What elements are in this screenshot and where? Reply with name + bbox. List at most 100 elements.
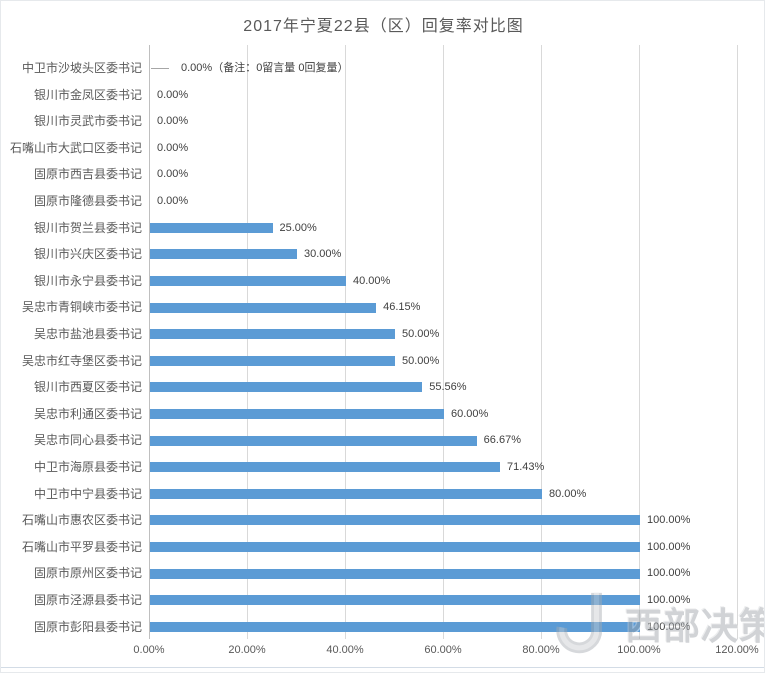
- category-label: 固原市彭阳县委书记: [33, 619, 142, 634]
- chart-row: 银川市兴庆区委书记 30.00%: [1, 241, 764, 268]
- category-label: 吴忠市同心县委书记: [33, 433, 142, 448]
- bar: [150, 302, 377, 313]
- chart-row: 中卫市沙坡头区委书记 0.00%（备注：0留言量 0回复量）: [1, 55, 764, 82]
- value-label: 25.00%: [279, 221, 317, 234]
- chart-row: 固原市西吉县委书记 0.00%: [1, 161, 764, 188]
- category-label: 吴忠市利通区委书记: [33, 406, 142, 421]
- label-leader-line: [151, 68, 169, 70]
- gridline: [737, 45, 738, 639]
- value-label: 80.00%: [549, 487, 587, 500]
- x-axis-tick-label: 100.00%: [617, 644, 661, 656]
- chart-row: 固原市泾源县委书记 100.00%: [1, 587, 764, 614]
- gridline: [541, 45, 542, 639]
- value-label: 50.00%: [402, 328, 440, 340]
- category-label: 石嘴山市惠农区委书记: [21, 513, 142, 528]
- value-label: 55.56%: [429, 381, 467, 394]
- category-label: 银川市西夏区委书记: [33, 380, 142, 395]
- x-axis-tick-label: 40.00%: [326, 644, 364, 656]
- gridline: [345, 45, 346, 639]
- x-axis-tick-label: 80.00%: [522, 644, 560, 656]
- chart-title: 2017年宁夏22县（区）回复率对比图: [243, 18, 524, 35]
- value-label: 100.00%: [647, 540, 691, 553]
- category-label: 银川市永宁县委书记: [33, 273, 142, 288]
- value-label: 0.00%: [157, 168, 189, 181]
- category-label: 中卫市中宁县委书记: [33, 486, 142, 501]
- bar: [150, 329, 395, 340]
- value-label: 40.00%: [353, 274, 391, 287]
- bar: [150, 409, 444, 420]
- value-label: 100.00%: [647, 594, 691, 606]
- x-axis-tick-label: 20.00%: [228, 644, 266, 656]
- bar: [150, 435, 477, 446]
- chart-row: 银川市永宁县委书记 40.00%: [1, 268, 764, 295]
- chart-row: 银川市西夏区委书记 55.56%: [1, 374, 764, 401]
- category-label: 固原市原州区委书记: [33, 566, 142, 581]
- gridline: [247, 45, 248, 639]
- gridline: [443, 45, 444, 639]
- chart-row: 吴忠市红寺堡区委书记 50.00%: [1, 348, 764, 375]
- chart-row: 固原市原州区委书记 100.00%: [1, 560, 764, 587]
- value-label: 66.67%: [483, 434, 521, 447]
- category-label: 银川市金凤区委书记: [33, 87, 142, 102]
- bottom-divider: [1, 667, 764, 668]
- category-label: 银川市贺兰县委书记: [33, 220, 142, 235]
- value-label: 100.00%: [647, 514, 691, 527]
- value-label: 60.00%: [451, 407, 489, 420]
- x-axis-tick-label: 120.00%: [715, 644, 759, 656]
- category-label: 中卫市海原县委书记: [33, 460, 142, 474]
- value-label: 0.00%: [157, 141, 189, 154]
- category-label: 石嘴山市平罗县委书记: [21, 539, 142, 554]
- chart-row: 石嘴山市大武口区委书记 0.00%: [1, 135, 764, 162]
- category-label: 吴忠市青铜峡市委书记: [21, 300, 142, 315]
- bar: [150, 355, 395, 366]
- value-label: 46.15%: [383, 301, 421, 314]
- category-label: 吴忠市盐池县委书记: [33, 327, 142, 341]
- chart-row: 银川市贺兰县委书记 25.00%: [1, 215, 764, 242]
- bar: [150, 462, 500, 473]
- bar: [150, 595, 640, 606]
- chart-row: 吴忠市利通区委书记 60.00%: [1, 401, 764, 428]
- x-axis-tick-label: 0.00%: [133, 644, 165, 656]
- value-label: 100.00%: [647, 620, 691, 633]
- chart-row: 中卫市中宁县委书记 80.00%: [1, 481, 764, 508]
- chart-row: 中卫市海原县委书记 71.43%: [1, 454, 764, 481]
- gridline: [639, 45, 640, 639]
- bar: [150, 515, 640, 526]
- bar: [150, 542, 640, 553]
- category-label: 固原市西吉县委书记: [33, 167, 142, 182]
- chart-row: 固原市彭阳县委书记 100.00%: [1, 614, 764, 641]
- category-axis-line: [149, 45, 150, 639]
- chart-row: 固原市隆德县委书记 0.00%: [1, 188, 764, 215]
- bar: [150, 488, 542, 499]
- value-label: 0.00%: [157, 195, 189, 207]
- bar: [150, 621, 640, 632]
- category-label: 银川市灵武市委书记: [33, 114, 142, 129]
- chart-row: 吴忠市青铜峡市委书记 46.15%: [1, 294, 764, 321]
- chart-row: 吴忠市同心县委书记 66.67%: [1, 427, 764, 454]
- value-label: 71.43%: [507, 461, 545, 473]
- value-label: 50.00%: [402, 354, 440, 367]
- value-label: 30.00%: [304, 248, 342, 261]
- bar: [150, 382, 423, 393]
- chart-row: 银川市灵武市委书记 0.00%: [1, 108, 764, 135]
- bar: [150, 222, 273, 233]
- category-label: 银川市兴庆区委书记: [33, 247, 142, 262]
- category-label: 石嘴山市大武口区委书记: [9, 140, 142, 155]
- category-label: 固原市泾源县委书记: [33, 593, 142, 607]
- chart-row: 石嘴山市平罗县委书记 100.00%: [1, 534, 764, 561]
- value-label: 100.00%: [647, 567, 691, 580]
- x-axis-tick-label: 60.00%: [424, 644, 462, 656]
- category-label: 固原市隆德县委书记: [33, 194, 142, 208]
- chart-row: 银川市金凤区委书记 0.00%: [1, 82, 764, 109]
- value-label: 0.00%（备注：0留言量 0回复量）: [181, 62, 349, 74]
- category-label: 吴忠市红寺堡区委书记: [21, 353, 142, 368]
- bar: [150, 276, 346, 287]
- value-label: 0.00%: [157, 88, 189, 101]
- bar: [150, 249, 297, 260]
- bar: [150, 568, 640, 579]
- category-label: 中卫市沙坡头区委书记: [21, 61, 142, 75]
- chart-row: 吴忠市盐池县委书记 50.00%: [1, 321, 764, 348]
- value-label: 0.00%: [157, 115, 189, 128]
- chart-row: 石嘴山市惠农区委书记 100.00%: [1, 507, 764, 534]
